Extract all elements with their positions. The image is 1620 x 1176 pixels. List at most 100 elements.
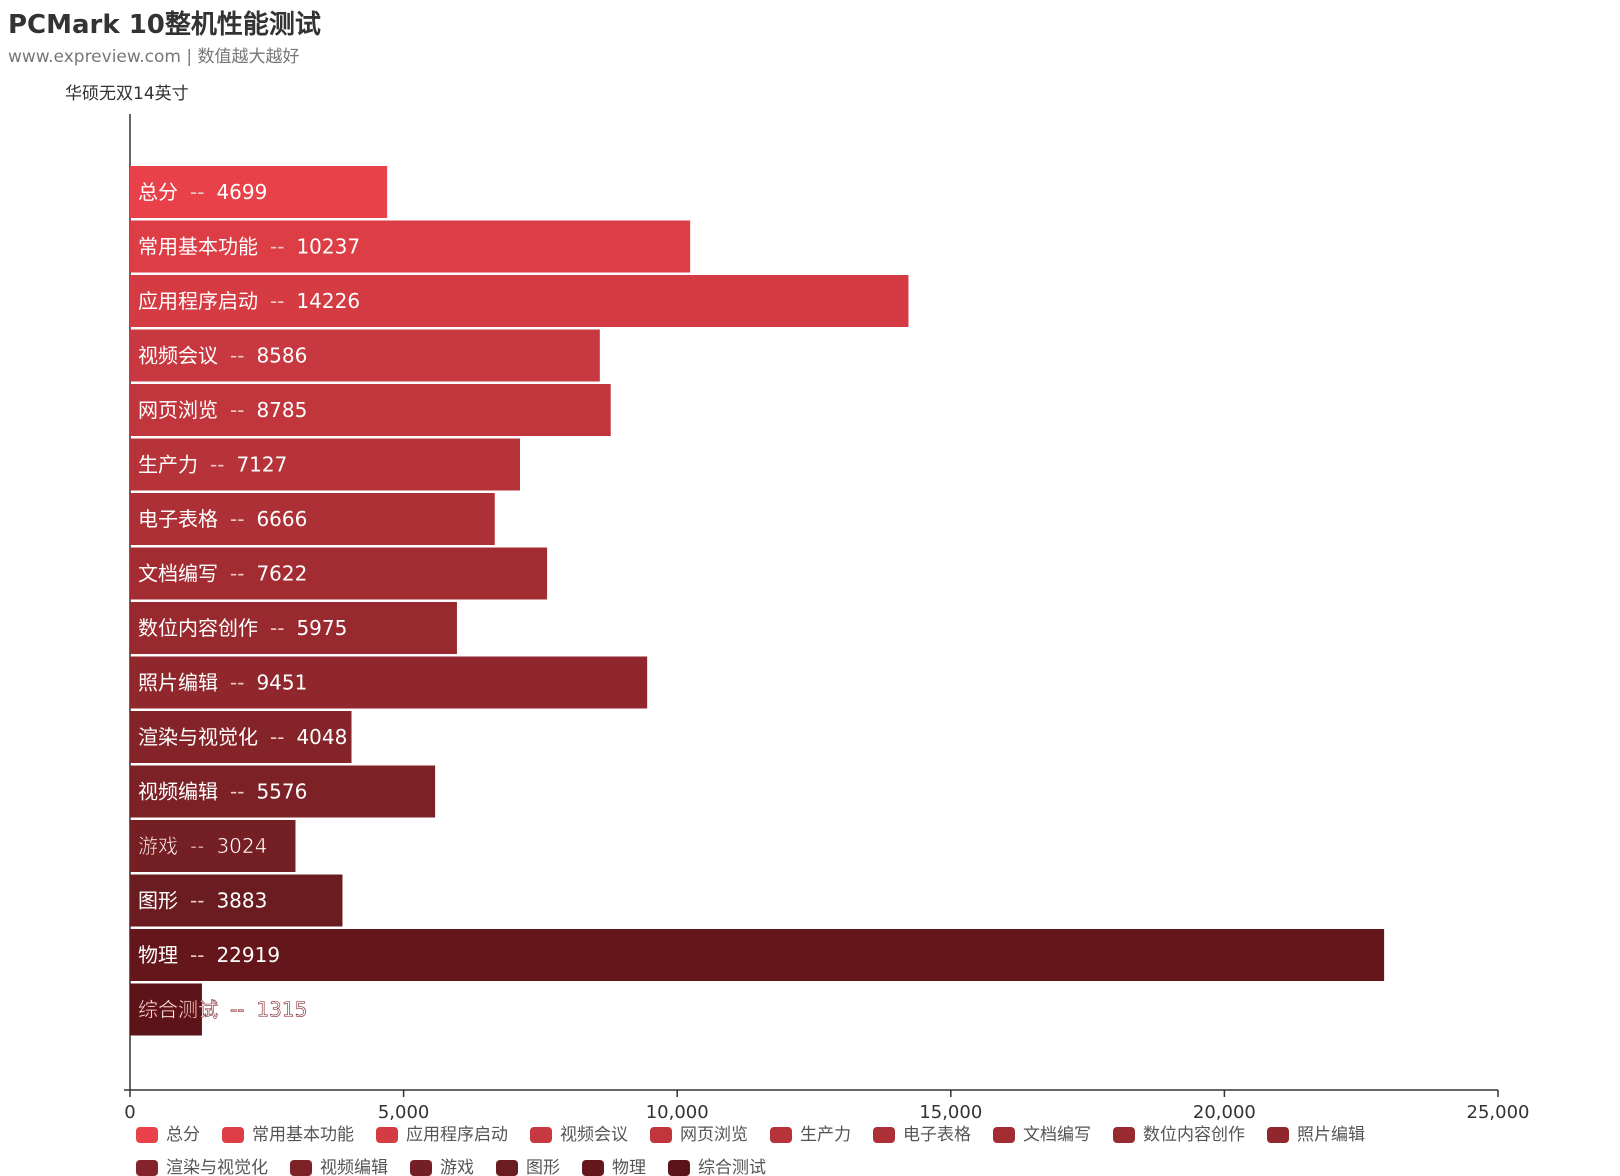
legend-label: 应用程序启动 (406, 1125, 508, 1145)
bar-label-category: 电子表格 (138, 507, 218, 531)
bar-9[interactable] (130, 656, 648, 709)
x-tick-label-1: 5,000 (378, 1102, 430, 1123)
bar-label-category: 数位内容创作 (138, 616, 258, 640)
legend-item-9[interactable]: 照片编辑 (1267, 1125, 1365, 1145)
bar-5[interactable] (130, 438, 520, 491)
x-tick-label-0: 0 (124, 1102, 135, 1123)
bar-label-category: 游戏 (138, 834, 178, 858)
legend-label: 游戏 (440, 1158, 474, 1176)
legend-label: 电子表格 (903, 1125, 971, 1145)
bar-label-separator: -- (270, 616, 284, 640)
legend-label: 综合测试 (698, 1158, 766, 1176)
legend-label: 视频会议 (560, 1125, 628, 1145)
legend-item-12[interactable]: 游戏 (410, 1158, 474, 1176)
legend[interactable]: 总分 常用基本功能 应用程序启动 视频会议 网页浏览 生产力 电子表格 文档编写 数位内容创作 照… (136, 1125, 1365, 1176)
bar-label-value: 6666 (256, 507, 307, 531)
bar-label-separator: -- (190, 180, 204, 204)
bar-label-category: 视频会议 (138, 344, 218, 368)
legend-swatch (222, 1127, 244, 1143)
x-tick-label-4: 20,000 (1193, 1102, 1256, 1123)
legend-swatch (136, 1127, 158, 1143)
bar-label-category: 生产力 (138, 453, 198, 477)
bar-label-5: 生产力 -- 7127 (138, 453, 287, 477)
x-ticks-group: 0 5,000 10,000 15,000 20,000 25,000 (124, 1090, 1529, 1123)
bar-label-13: 图形 -- 3883 (138, 889, 267, 913)
bar-1[interactable] (130, 220, 691, 273)
bar-15[interactable] (130, 983, 202, 1036)
legend-item-7[interactable]: 文档编写 (993, 1125, 1091, 1145)
bar-label-value: 14226 (296, 289, 360, 313)
legend-swatch (376, 1127, 398, 1143)
legend-swatch (136, 1160, 158, 1176)
chart-subtitle: www.expreview.com | 数值越大越好 (8, 47, 300, 67)
bar-label-category: 综合测试 (138, 998, 218, 1022)
bar-label-category: 渲染与视觉化 (138, 725, 258, 749)
legend-item-13[interactable]: 图形 (496, 1158, 560, 1176)
legend-item-10[interactable]: 渲染与视觉化 (136, 1158, 268, 1176)
bar-3[interactable] (130, 329, 600, 382)
bar-label-separator: -- (210, 453, 224, 477)
bar-label-separator: -- (230, 344, 244, 368)
legend-label: 常用基本功能 (252, 1125, 354, 1145)
legend-item-0[interactable]: 总分 (136, 1125, 200, 1145)
legend-swatch (410, 1160, 432, 1176)
legend-label: 视频编辑 (320, 1158, 388, 1176)
legend-swatch (1267, 1127, 1289, 1143)
bar-label-separator: -- (230, 780, 244, 804)
bar-8[interactable] (130, 602, 457, 654)
bar-label-15: 综合测试 -- 1315 (138, 998, 307, 1022)
x-tick-label-2: 10,000 (646, 1102, 709, 1123)
bar-label-value: 5576 (256, 780, 307, 804)
bar-13[interactable] (130, 874, 343, 927)
bar-label-value: 5975 (296, 616, 347, 640)
legend-label: 数位内容创作 (1143, 1125, 1245, 1145)
legend-item-11[interactable]: 视频编辑 (290, 1158, 388, 1176)
bar-label-value: 3883 (216, 889, 267, 913)
legend-label: 生产力 (800, 1125, 851, 1145)
bar-label-separator: -- (230, 507, 244, 531)
bar-label-value: 8586 (256, 344, 307, 368)
bar-label-category: 文档编写 (138, 562, 218, 586)
bar-0[interactable] (130, 166, 388, 218)
bar-10[interactable] (130, 711, 352, 763)
x-tick-label-3: 15,000 (919, 1102, 982, 1123)
bar-label-separator: -- (270, 289, 284, 313)
bar-label-value: 4699 (216, 180, 267, 204)
legend-item-5[interactable]: 生产力 (770, 1125, 851, 1145)
bar-14[interactable] (130, 929, 1385, 981)
bar-12[interactable] (130, 820, 296, 872)
bar-label-category: 总分 (138, 180, 178, 204)
bar-label-10: 渲染与视觉化 -- 4048 (138, 725, 347, 749)
bar-label-8: 数位内容创作 -- 5975 (138, 616, 347, 640)
legend-item-6[interactable]: 电子表格 (873, 1125, 971, 1145)
legend-item-14[interactable]: 物理 (582, 1158, 646, 1176)
bar-labels-group: 总分 -- 4699 常用基本功能 -- 10237 应用程序启动 -- 14226 视频会议 --… (138, 180, 360, 1022)
bar-11[interactable] (130, 765, 436, 818)
bar-label-separator: -- (230, 998, 244, 1022)
legend-item-15[interactable]: 综合测试 (668, 1158, 766, 1176)
bar-4[interactable] (130, 384, 611, 436)
series-caption: 华硕无双14英寸 (65, 84, 189, 104)
legend-swatch (668, 1160, 690, 1176)
bar-2[interactable] (130, 275, 909, 327)
bar-label-value: 7622 (256, 562, 307, 586)
bar-6[interactable] (130, 493, 495, 545)
bar-label-value: 4048 (296, 725, 347, 749)
bar-label-6: 电子表格 -- 6666 (138, 507, 307, 531)
bar-label-separator: -- (190, 834, 204, 858)
legend-item-8[interactable]: 数位内容创作 (1113, 1125, 1245, 1145)
legend-swatch (290, 1160, 312, 1176)
bar-label-separator: -- (230, 562, 244, 586)
legend-item-4[interactable]: 网页浏览 (650, 1125, 748, 1145)
bar-7[interactable] (130, 547, 548, 600)
legend-swatch (496, 1160, 518, 1176)
legend-item-2[interactable]: 应用程序启动 (376, 1125, 508, 1145)
legend-item-1[interactable]: 常用基本功能 (222, 1125, 354, 1145)
legend-item-3[interactable]: 视频会议 (530, 1125, 628, 1145)
legend-swatch (582, 1160, 604, 1176)
bar-label-4: 网页浏览 -- 8785 (138, 398, 307, 422)
bar-label-3: 视频会议 -- 8586 (138, 344, 307, 368)
bar-label-separator: -- (190, 943, 204, 967)
bar-label-value: 8785 (256, 398, 307, 422)
